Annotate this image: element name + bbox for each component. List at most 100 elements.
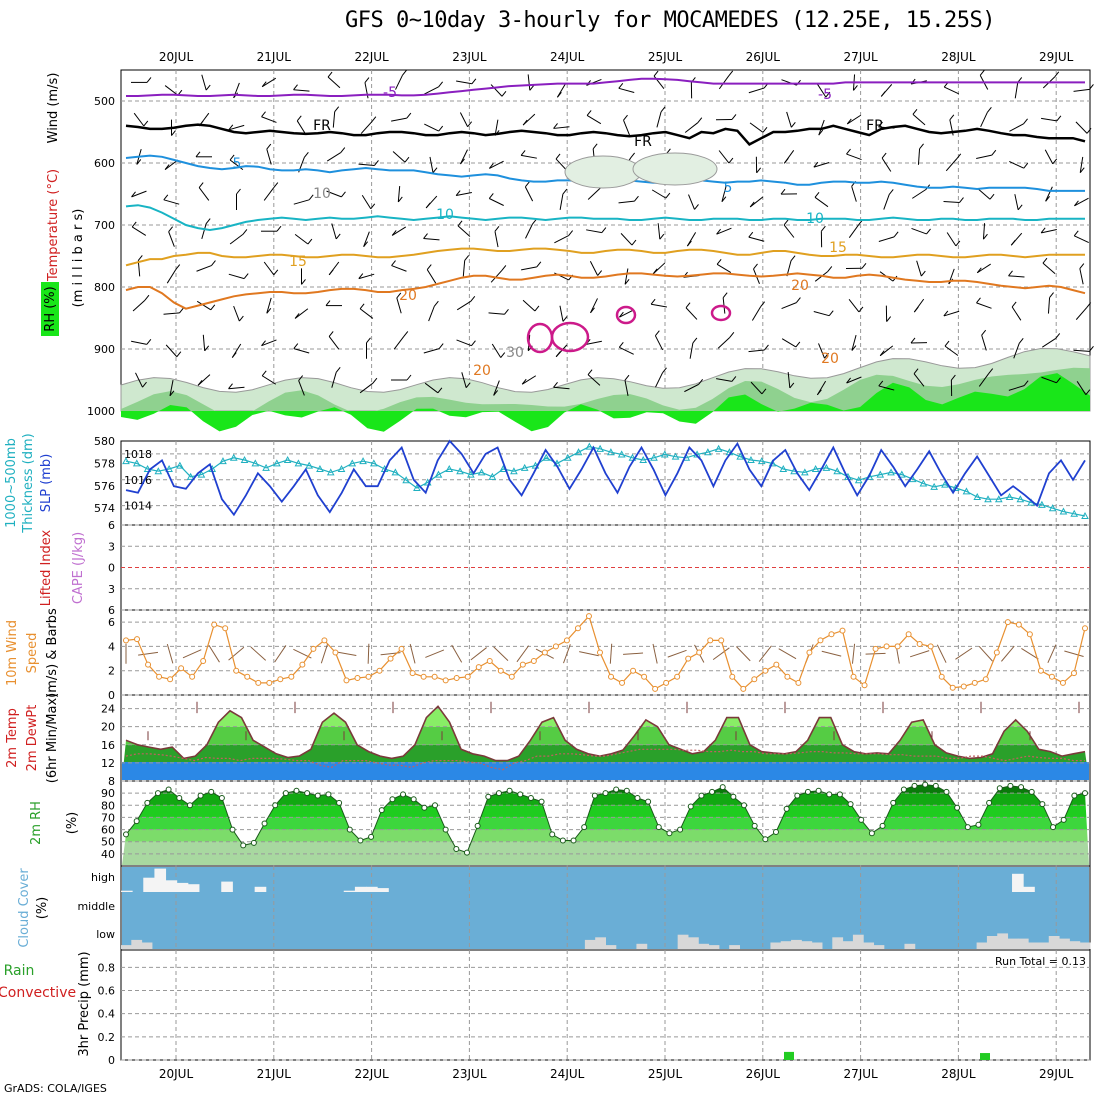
wind-barb: [331, 372, 337, 388]
temp-line: [125, 705, 1086, 762]
wind-barb: [553, 386, 570, 390]
wind-barb-flag: [749, 201, 755, 208]
wind-barb-flag: [764, 344, 769, 351]
wind-barb-flag: [1023, 380, 1029, 386]
wind-barb: [1014, 194, 1019, 210]
thickness-point: [574, 448, 583, 456]
wind-barb-flag: [796, 297, 801, 303]
wind10-point: [288, 673, 295, 680]
wind10-point: [916, 641, 923, 647]
wind10-point: [343, 677, 350, 684]
wind-barb: [1041, 376, 1057, 384]
wind10-barb: [451, 644, 463, 663]
wind-barb: [328, 336, 340, 350]
rh-point: [325, 791, 332, 798]
cloud-bar-low: [1017, 938, 1029, 949]
wind-barb-flag: [164, 164, 170, 170]
wind-barb-flag: [555, 351, 561, 358]
rh-point: [964, 824, 971, 831]
wind10-speed-line: [125, 614, 1086, 690]
panel-frame-up: [120, 69, 1091, 412]
wind-barb-flag: [1086, 128, 1092, 134]
wind-barb-flag: [858, 306, 864, 313]
wind-barb: [326, 190, 342, 198]
wind-barb-flag: [1011, 301, 1017, 308]
contour-label: 15: [289, 254, 307, 270]
wind-barb-flag: [919, 143, 924, 150]
cloud-bar-low: [636, 943, 648, 949]
wind10-barb: [1047, 644, 1057, 664]
wind-barb-flag: [198, 182, 204, 188]
wind-barb-flag: [504, 308, 509, 315]
cloud-bar-low: [997, 933, 1009, 949]
thickness-point: [283, 455, 292, 464]
wind-barb: [489, 160, 504, 169]
wind-barb-flag: [753, 263, 758, 270]
wind-barb: [131, 190, 147, 198]
thickness-point: [747, 455, 755, 464]
thickness-point: [445, 464, 454, 472]
axis-label-rh: RH (%): [43, 286, 58, 331]
wind10-barb: [778, 648, 797, 660]
wind-barb: [651, 189, 667, 199]
rh-point: [378, 807, 385, 814]
wind-barb: [1009, 160, 1024, 169]
wind-barb: [429, 156, 434, 173]
wind10-point: [1004, 619, 1011, 626]
wind-barb: [1074, 197, 1089, 207]
temp-contour-10: [125, 204, 1085, 232]
wind-barb-flag: [694, 204, 699, 210]
wind10-point: [993, 649, 1000, 656]
thickness-point: [639, 455, 648, 464]
rh-point: [634, 795, 641, 801]
wind10-point: [167, 676, 174, 683]
wind-barb-flag: [231, 352, 237, 358]
contour-label: 15: [829, 240, 847, 256]
wind-barb-flag: [529, 85, 535, 91]
rh-point: [410, 796, 417, 803]
rh-contour-magenta: [615, 305, 637, 325]
wind-barb: [1014, 82, 1019, 99]
wind-barb-flag: [818, 129, 824, 136]
wind-barb-flag: [438, 343, 444, 349]
wind10-point: [134, 636, 141, 643]
rh-point: [293, 787, 300, 794]
rh-point: [986, 799, 993, 806]
wind-barb-flag: [261, 340, 266, 346]
wind10-point: [530, 658, 537, 664]
cloud-bar-low: [904, 943, 916, 949]
wind-barb: [169, 380, 174, 396]
wind-barb-flag: [210, 304, 216, 311]
wind-barb: [912, 113, 926, 126]
wind-barb-flag: [366, 337, 371, 344]
wind-barb-flag: [686, 240, 692, 247]
date-label-bottom: 24JUL: [550, 1067, 585, 1081]
wind-barb: [1079, 156, 1084, 173]
wind10-point: [795, 679, 802, 686]
wind-barb-flag: [340, 147, 346, 153]
wind-barb-flag: [273, 182, 279, 188]
thickness-point: [251, 459, 260, 467]
wind-barb-flag: [880, 91, 886, 97]
cloud-bar-low: [1069, 941, 1081, 949]
wind-barb-flag: [146, 77, 152, 83]
wind-barb-flag: [521, 378, 527, 385]
temp-band: [122, 726, 1089, 745]
wind10-barb: [821, 650, 842, 657]
cloud-bar-low: [708, 945, 720, 949]
wind10-barb: [293, 648, 312, 659]
wind-barb: [358, 163, 375, 166]
wind-barb-flag: [988, 368, 994, 374]
wind-barb: [396, 297, 402, 314]
wind10-tick-label: 2: [108, 665, 115, 678]
wind-barb-flag: [1008, 270, 1013, 277]
thickness-point: [930, 482, 938, 490]
wind-barb-flag: [716, 228, 721, 235]
wind-barb: [392, 151, 406, 163]
cloud-bar-low: [801, 941, 813, 949]
wind-barb-flag: [650, 298, 656, 305]
wind10-tick-label: 6: [108, 616, 115, 629]
wind-barb-flag: [396, 292, 402, 299]
wind-barb-flag: [780, 188, 786, 195]
